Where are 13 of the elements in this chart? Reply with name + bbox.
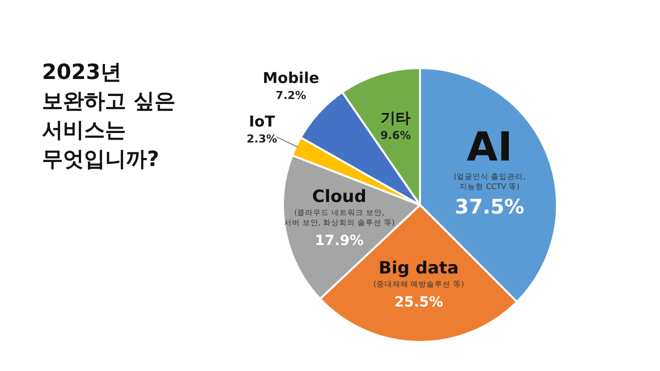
slice-label: IoT — [248, 112, 276, 130]
slice-label: Mobile — [262, 69, 320, 88]
slice-label: AI — [466, 124, 513, 171]
slice-label: Big data — [378, 258, 459, 279]
slice-label: 기타 — [380, 108, 411, 127]
text: 2023년 보완하고 싶은 서비스는 무엇입니까? — [42, 59, 176, 173]
data-label: 2.3% — [246, 132, 278, 146]
data-label: 37.5% — [454, 194, 524, 218]
data-label: 25.5% — [394, 294, 443, 310]
data-label: 17.9% — [315, 232, 364, 249]
slice-label: Cloud — [312, 187, 366, 208]
data-label: 9.6% — [380, 128, 411, 142]
data-label: 7.2% — [276, 89, 306, 102]
